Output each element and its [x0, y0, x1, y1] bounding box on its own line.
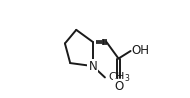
Text: O: O	[114, 80, 123, 93]
Text: N: N	[89, 60, 97, 73]
Text: CH$_3$: CH$_3$	[108, 70, 130, 84]
Text: OH: OH	[131, 44, 149, 58]
